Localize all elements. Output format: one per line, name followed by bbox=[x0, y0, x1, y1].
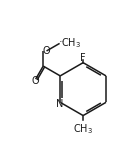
Text: O: O bbox=[32, 76, 39, 86]
Text: CH$_3$: CH$_3$ bbox=[61, 36, 81, 50]
Text: N: N bbox=[56, 99, 63, 109]
Text: O: O bbox=[43, 46, 50, 56]
Text: F: F bbox=[80, 53, 86, 63]
Text: methyl: methyl bbox=[60, 40, 65, 42]
Text: CH$_3$: CH$_3$ bbox=[73, 122, 93, 136]
